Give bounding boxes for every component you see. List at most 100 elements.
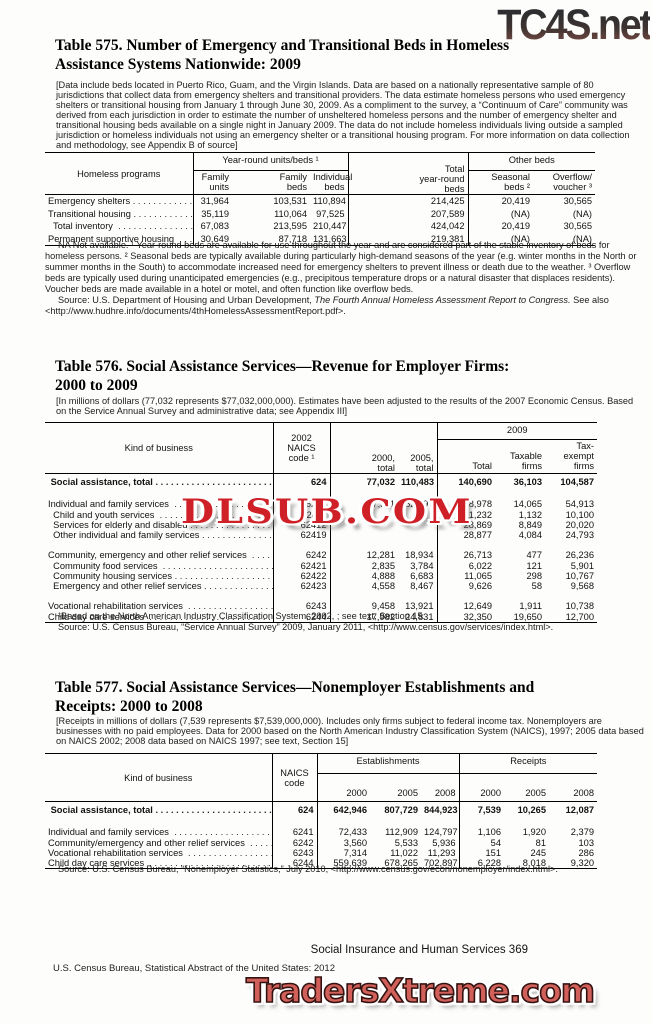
column-header-family-beds: Family beds (279, 172, 307, 192)
value-cell (458, 817, 505, 828)
value-cell: 298 (526, 570, 542, 581)
value-cell: 702,897 (424, 858, 458, 868)
value-cell: 6,022 (436, 560, 495, 571)
value-cell: 219,381 (347, 232, 468, 246)
value-cell: 6243 (271, 847, 317, 858)
column-header-total-year-round: Total year-round beds (347, 152, 468, 195)
table-row: Permanent supportive housing . . . . . .… (45, 232, 595, 246)
row-label: Individual and family services (48, 827, 172, 838)
value-cell: 62412 (272, 519, 330, 530)
row-label: Social assistance, total (48, 805, 153, 815)
group-header-year-round: Year-round units/beds ¹ (192, 152, 348, 171)
value-cell: 807,729 (384, 805, 418, 815)
table-575: Homeless programs Year-round units/beds … (45, 152, 595, 247)
value-cell: 81 (535, 837, 547, 848)
header-row: Homeless programs Year-round units/beds … (45, 152, 595, 195)
value-cell: 62423 (272, 581, 330, 592)
value-cell: 28,869 (436, 519, 495, 530)
value-cell: 6,228 (458, 858, 505, 869)
value-cell (370, 817, 421, 827)
value-cell: 151 (458, 847, 505, 858)
header-row: 2000 2005 2008 2000 2005 2008 (45, 773, 597, 802)
value-cell: 12,649 (436, 601, 495, 612)
header-row: Total Taxable firms Tax-exempt firms (45, 439, 597, 474)
table-row: Individual and family services . . . . .… (45, 827, 597, 838)
value-cell: 87,718 (278, 233, 307, 244)
column-header-kind-of-business: Kind of business (124, 772, 193, 783)
table-row: Vocational rehabilitation services . . .… (45, 847, 597, 858)
value-cell: 97,525 (316, 208, 345, 219)
table-row: Child and youth services . . . . . . . .… (45, 509, 597, 520)
value-cell: 11,022 (390, 847, 418, 858)
table-576-title-line1: Table 576. Social Assistance Services—Re… (55, 358, 510, 375)
value-cell: 62422 (272, 570, 330, 581)
value-cell: 17,982 (329, 611, 398, 623)
source-text: Source: U.S. Department of Housing and U… (58, 295, 315, 305)
value-cell: 1,106 (458, 827, 505, 838)
value-cell: 214,425 (347, 194, 468, 208)
row-label: Total inventory (48, 221, 116, 232)
dot-leader: . . . . . . . . . . . . . . . . . . . . … (174, 827, 272, 838)
value-cell (495, 591, 545, 601)
value-cell (436, 489, 495, 500)
value-cell: 3,784 (410, 560, 434, 571)
value-cell: 77,032 (329, 473, 398, 490)
dot-leader: . . . . . . . . . . . . . . . . . . . . … (174, 570, 273, 581)
value-cell: 110,483 (401, 477, 435, 487)
value-cell: 37,311 (329, 499, 398, 510)
table-575-source: Source: U.S. Department of Housing and U… (45, 295, 645, 317)
value-cell: 26,713 (436, 550, 495, 561)
value-cell: 624 (271, 801, 317, 818)
column-header-est-2005: 2005 (397, 788, 418, 798)
row-label: Other individual and family services (48, 530, 200, 540)
table-575-title-line1: Table 575. Number of Emergency and Trans… (55, 37, 510, 54)
table-577-body: Social assistance, total . . . . . . . .… (45, 801, 597, 869)
dot-leader: . . . . . . . . . . . . . . . . . . . . … (174, 499, 273, 510)
dot-leader: . . . . . . . . . . . . . . . . . . . . … (155, 805, 272, 815)
value-cell: 14,065 (513, 499, 542, 510)
dot-leader: . . . . . . . . . . . . . . . . . . . . … (201, 530, 273, 540)
column-header-est-2000: 2000 (316, 773, 370, 802)
table-row: Community food services . . . . . . . . … (45, 560, 597, 571)
value-cell (329, 509, 398, 520)
value-cell: 31,964 (192, 194, 232, 208)
row-label-cell: Vocational rehabilitation services . . .… (45, 601, 273, 611)
value-cell: 5,533 (394, 837, 418, 848)
value-cell: 10,767 (565, 570, 594, 581)
value-cell: 26,236 (565, 550, 594, 561)
column-header-individual-beds: Individual beds (313, 172, 353, 192)
value-cell: 30,649 (192, 232, 232, 246)
dot-leader: . . . . . . . . . . . . . . . . . . . . … (188, 847, 272, 858)
value-cell: 210,447 (313, 221, 347, 232)
column-header-rec-2005: 2005 (525, 788, 547, 798)
value-cell: 10,100 (565, 509, 594, 520)
table-577-title-line2: Receipts: 2000 to 2008 (55, 698, 203, 715)
table-row: Community housing services . . . . . . .… (45, 570, 597, 581)
table-576-header: Kind of business 2002 NAICS code ¹ 2000,… (45, 422, 597, 474)
value-cell: 424,042 (347, 220, 468, 233)
row-label-cell (45, 591, 273, 601)
value-cell: 6241 (271, 827, 317, 838)
publication-credit: U.S. Census Bureau, Statistical Abstract… (53, 963, 335, 974)
value-cell: 4,558 (329, 581, 398, 592)
table-577-notes: Source: U.S. Census Bureau, “Nonemployer… (45, 864, 645, 875)
table-576-source: Source: U.S. Census Bureau, “Service Ann… (58, 621, 554, 632)
dot-leader: . . . . . . . . . . . . . . . . . . . . … (155, 477, 273, 487)
row-label-cell: Social assistance, total . . . . . . . .… (45, 802, 272, 818)
dot-leader: . . . . . . . . . . . . . . . . . . . . … (118, 221, 193, 232)
column-header-naics-code: NAICS code (271, 753, 317, 802)
column-header-naics-code: 2002 NAICS code ¹ (272, 422, 330, 474)
table-575-body: Emergency shelters . . . . . . . . . . .… (45, 194, 595, 246)
value-cell: 19,650 (513, 611, 542, 622)
table-577-source: Source: U.S. Census Bureau, “Nonemployer… (58, 864, 558, 874)
value-cell: 7,314 (316, 847, 370, 858)
value-cell: 62419 (272, 530, 330, 541)
value-cell (329, 519, 398, 530)
table-575-header: Homeless programs Year-round units/beds … (45, 152, 595, 195)
value-cell: 2,379 (570, 827, 595, 838)
column-header-seasonal-beds: Seasonal beds ² (467, 170, 533, 195)
value-cell (504, 817, 549, 827)
column-header-2000-total: 2000, total (329, 422, 398, 474)
column-header-tax-exempt-firms: Tax-exempt firms (563, 441, 595, 471)
